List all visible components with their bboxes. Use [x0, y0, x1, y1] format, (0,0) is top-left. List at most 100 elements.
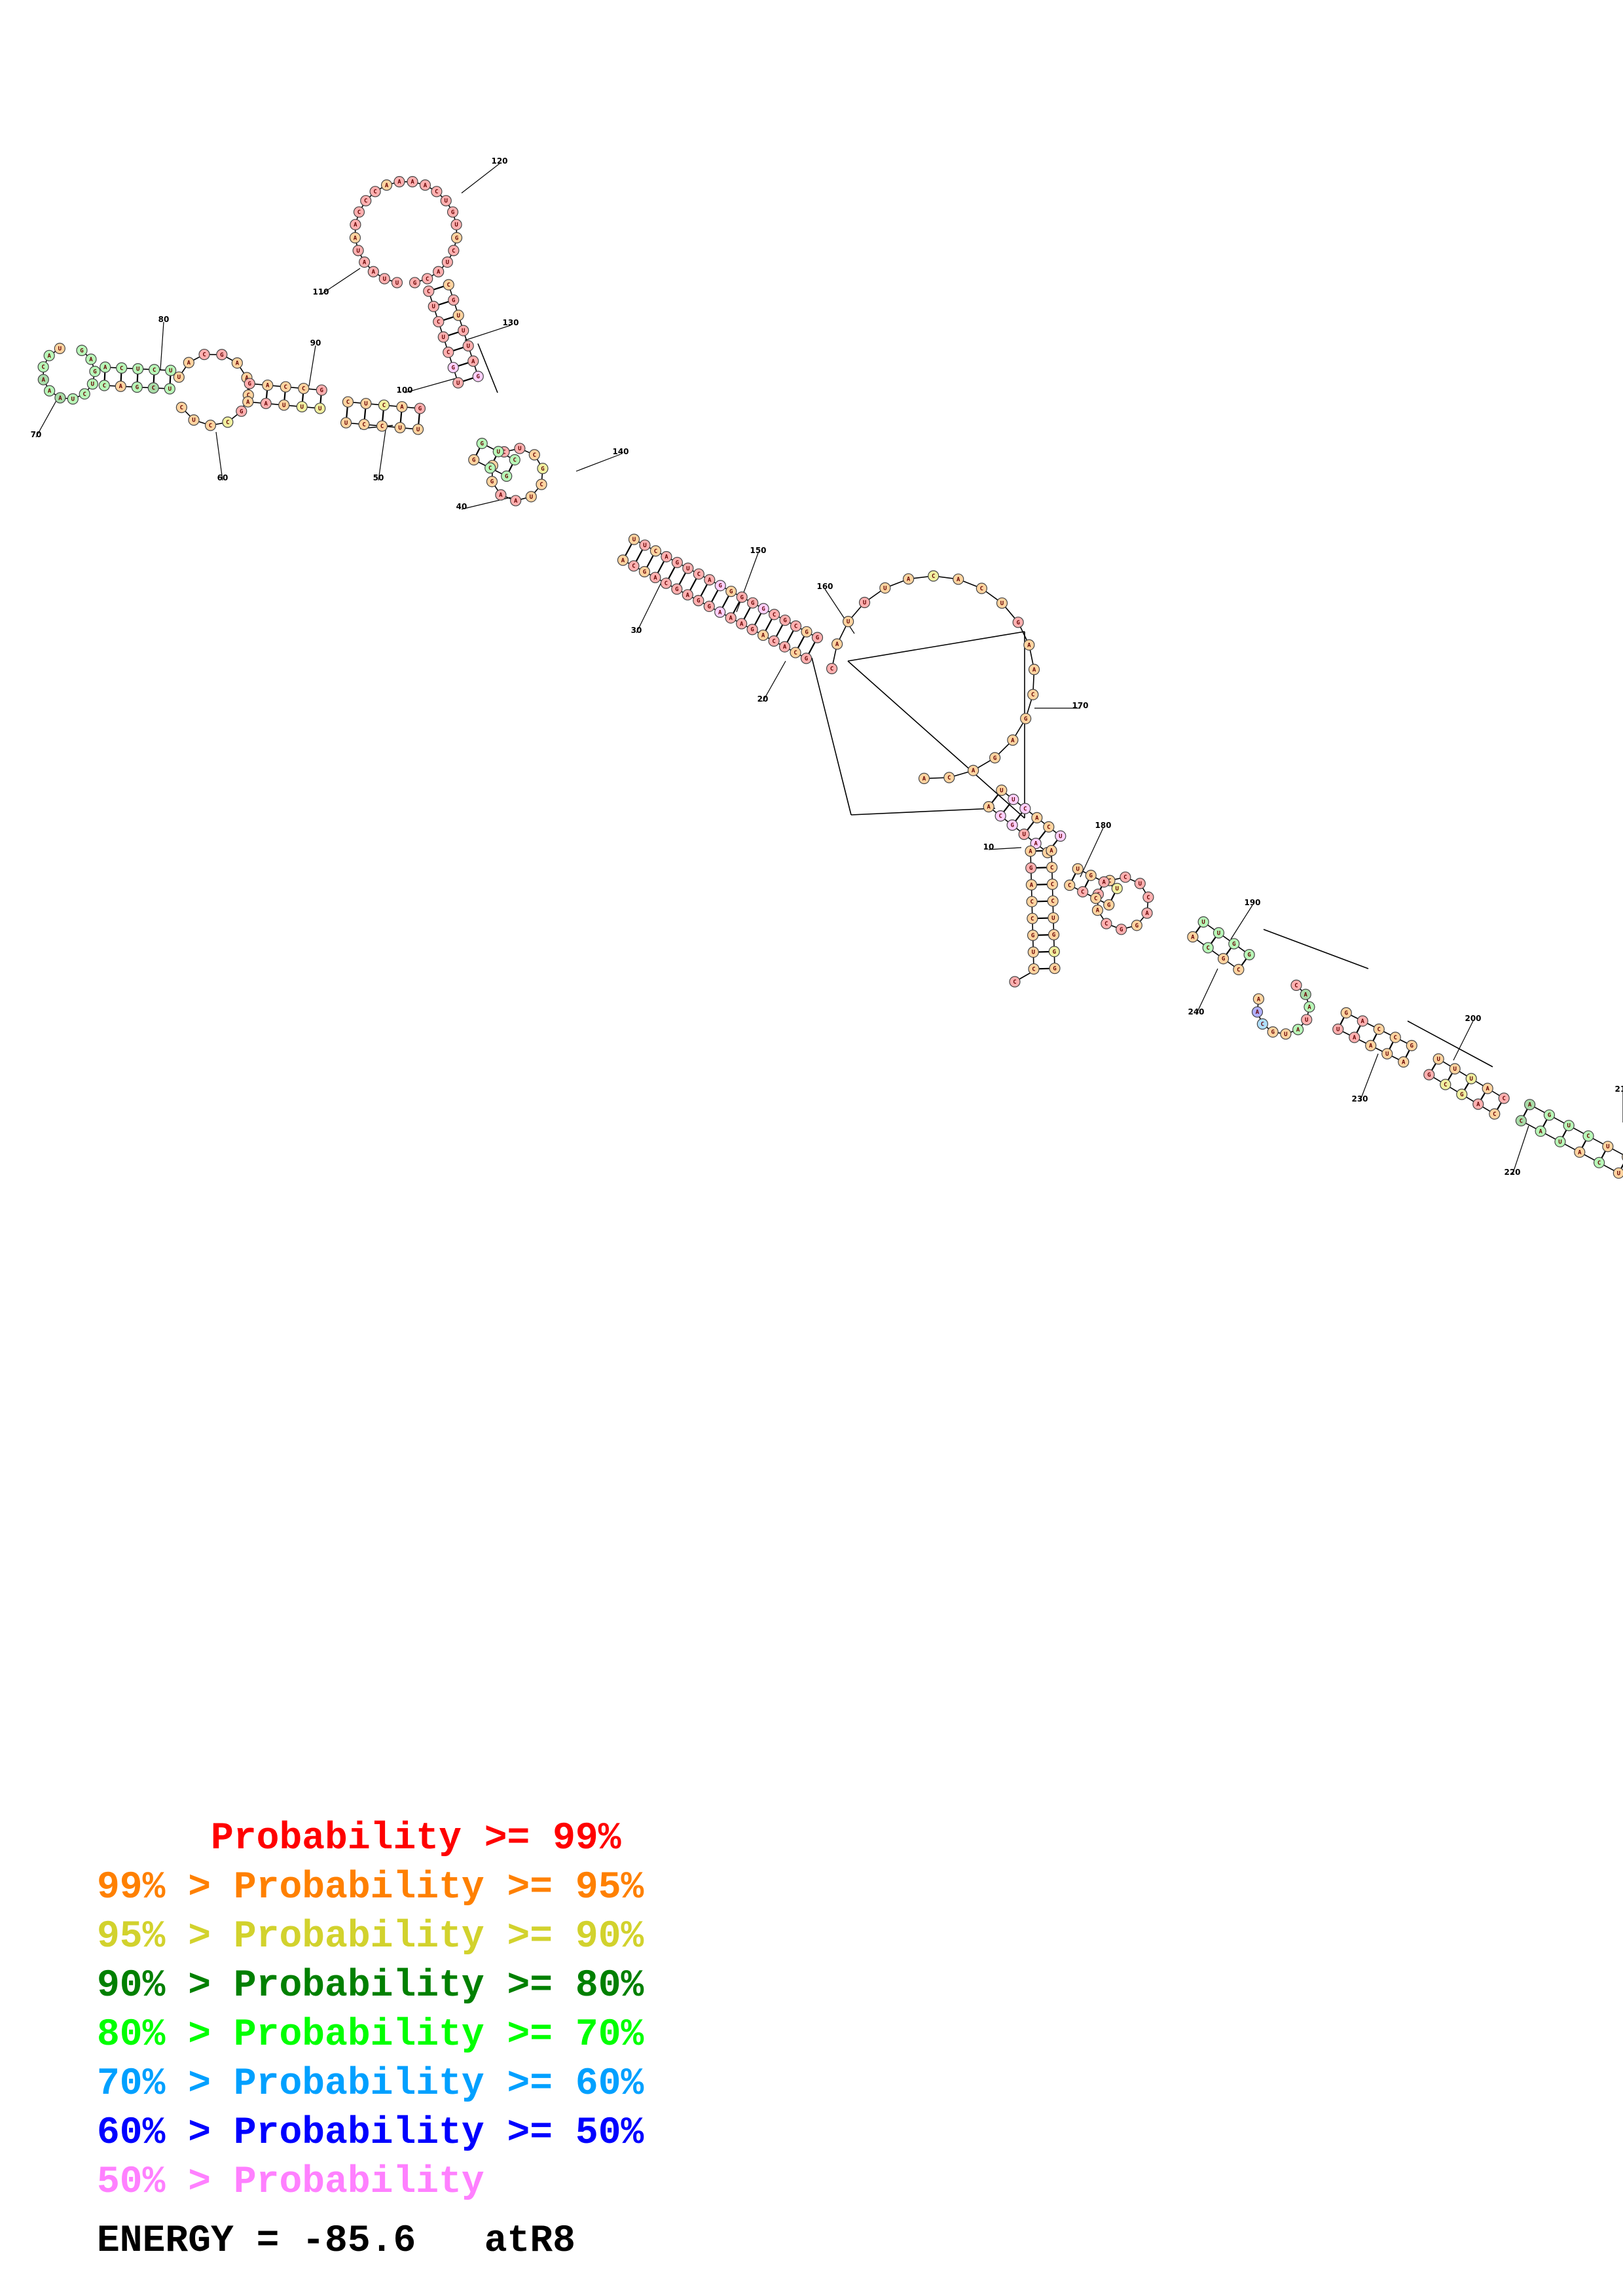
svg-text:A: A: [400, 404, 404, 411]
nucleotide: C: [768, 635, 780, 647]
backbone-bond: [308, 345, 316, 387]
nucleotide: G: [1217, 953, 1230, 965]
svg-text:G: G: [1460, 1092, 1463, 1098]
nucleotide: C: [628, 560, 640, 572]
nucleotide: C: [147, 382, 159, 394]
svg-text:C: C: [302, 386, 305, 393]
legend-row: 95% > Probability >= 90%: [97, 1916, 644, 1958]
backbone-bond: [160, 321, 164, 370]
nucleotide: A: [1025, 879, 1038, 891]
nucleotide: U: [360, 397, 372, 410]
nucleotide: C: [1026, 895, 1038, 908]
nucleotide: U: [340, 417, 352, 429]
position-label: 130: [502, 318, 519, 327]
nucleotide: C: [1202, 942, 1214, 954]
svg-text:U: U: [177, 374, 181, 381]
backbone-bond: [1512, 1125, 1529, 1175]
svg-text:U: U: [169, 368, 172, 374]
svg-text:A: A: [1539, 1128, 1542, 1135]
nucleotide: A: [1535, 1125, 1546, 1137]
svg-text:U: U: [1558, 1139, 1561, 1145]
nucleotide: U: [458, 325, 469, 336]
svg-text:C: C: [488, 465, 492, 472]
svg-text:G: G: [490, 479, 494, 486]
nucleotide: G: [1049, 962, 1061, 975]
svg-text:G: G: [1031, 933, 1034, 939]
svg-text:A: A: [266, 383, 270, 389]
svg-text:C: C: [502, 449, 505, 456]
svg-text:A: A: [363, 259, 367, 266]
nucleotide: C: [198, 348, 210, 361]
probability-legend: Probability >= 99% 99% > Probability >= 9…: [97, 1814, 644, 2207]
position-label: 140: [612, 447, 629, 456]
nucleotide: C: [1389, 1031, 1401, 1043]
position-label: 20: [757, 694, 769, 704]
nucleotide: U: [391, 277, 403, 289]
svg-text:U: U: [442, 334, 445, 341]
nucleotide: G: [1267, 1026, 1279, 1038]
nucleotide: U: [996, 784, 1008, 796]
nucleotide: C: [994, 810, 1006, 822]
nucleotide: A: [983, 801, 994, 813]
position-label: 120: [491, 156, 507, 166]
legend-row: 90% > Probability >= 80%: [97, 1965, 644, 2007]
nucleotide: C: [422, 273, 433, 285]
svg-text:G: G: [1135, 923, 1139, 929]
nucleotide: A: [1046, 844, 1057, 857]
nucleotide: U: [188, 414, 200, 426]
nucleotide: C: [826, 662, 838, 675]
svg-text:C: C: [1394, 1035, 1397, 1041]
nucleotide: A: [1398, 1056, 1410, 1068]
backbone-bond: [404, 377, 459, 393]
svg-text:C: C: [284, 384, 287, 391]
svg-text:C: C: [426, 276, 429, 283]
nucleotide: C: [280, 381, 291, 393]
svg-text:A: A: [42, 377, 46, 384]
nucleotide: U: [1134, 878, 1146, 889]
nucleotide: C: [369, 186, 381, 198]
nucleotide: U: [1332, 1023, 1344, 1035]
svg-text:C: C: [346, 399, 350, 406]
svg-text:A: A: [708, 577, 712, 584]
svg-text:U: U: [518, 446, 521, 452]
svg-text:G: G: [455, 235, 458, 242]
nucleotide: C: [433, 315, 445, 328]
svg-text:A: A: [665, 554, 668, 561]
svg-text:U: U: [457, 313, 460, 319]
svg-text:G: G: [1271, 1030, 1274, 1036]
svg-text:C: C: [632, 564, 635, 570]
svg-text:U: U: [1139, 881, 1142, 888]
svg-text:G: G: [1222, 956, 1225, 963]
nucleotide: A: [1472, 1098, 1484, 1110]
nucleotide: G: [414, 403, 426, 414]
svg-text:U: U: [432, 304, 435, 310]
svg-text:C: C: [1123, 874, 1127, 881]
svg-text:U: U: [1000, 600, 1004, 607]
svg-text:C: C: [1261, 1022, 1264, 1028]
nucleotide: C: [1009, 976, 1021, 988]
svg-text:A: A: [1035, 815, 1039, 821]
svg-text:U: U: [445, 198, 448, 205]
svg-text:U: U: [1116, 886, 1119, 892]
svg-text:U: U: [1617, 1170, 1620, 1177]
svg-text:U: U: [1284, 1031, 1287, 1038]
nucleotide: U: [1432, 1053, 1444, 1065]
svg-text:G: G: [1247, 952, 1250, 959]
nucleotide: C: [1256, 1018, 1268, 1030]
nucleotide: G: [671, 556, 683, 569]
svg-text:C: C: [697, 571, 701, 578]
svg-text:A: A: [621, 558, 625, 564]
svg-text:C: C: [1023, 806, 1027, 812]
nucleotide: A: [37, 374, 49, 386]
svg-text:A: A: [1034, 841, 1038, 848]
svg-text:A: A: [1030, 882, 1034, 889]
nucleotide: A: [380, 179, 393, 191]
nucleotide: G: [801, 626, 812, 637]
svg-text:A: A: [246, 399, 250, 406]
svg-text:U: U: [467, 343, 470, 350]
nucleotide: U: [428, 300, 439, 312]
svg-text:G: G: [1120, 927, 1123, 933]
nucleotide: G: [486, 476, 498, 488]
svg-text:A: A: [1304, 992, 1308, 998]
